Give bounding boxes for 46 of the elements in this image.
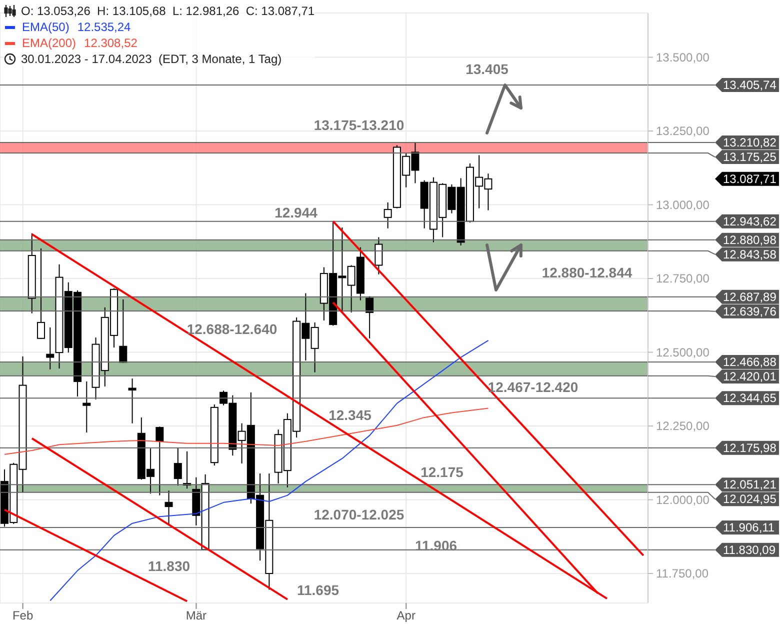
annotation: 11.830: [148, 558, 190, 574]
band-label: 12.880-12.844: [542, 264, 632, 280]
x-tick-label: Feb: [12, 608, 34, 623]
annotation: 13.405: [466, 61, 509, 78]
band-label: 12.467-12.420: [488, 378, 578, 395]
y-tick-label: 12.000,00: [656, 492, 710, 507]
annotation: 11.695: [296, 582, 340, 598]
annotation: 12.345: [328, 407, 372, 424]
ref-line-label: 12.175,98: [723, 440, 777, 455]
y-tick-label: 13.250,00: [656, 124, 710, 138]
legend-label: EMA(50): [22, 19, 70, 35]
ref-line-label: 11.906,11: [723, 520, 775, 534]
annotation: 12.535,24: [77, 19, 131, 35]
text: 13.087,71: [723, 172, 777, 186]
ref-line-label: 13.405,74: [723, 78, 777, 92]
y-tick-label: 12.750,00: [656, 272, 710, 286]
chart-title: O: 13.053,26 H: 13.105,68 L: 12.981,26 C: 13.087,71: [21, 3, 315, 19]
ref-line-label: 12.051,21: [723, 478, 777, 492]
text: 30.01.2023 - 17.04.2023 (EDT, 3 Monate, 1 Tag): [21, 51, 282, 67]
ref-line-label: 13.175,25: [723, 150, 777, 164]
ref-line-label: 13.210,82: [723, 136, 777, 150]
ref-line-label: 12.943,62: [723, 214, 777, 228]
band-label: 12.688-12.640: [186, 320, 278, 337]
annotation: 11.906: [414, 537, 458, 554]
ref-line-label: 12.420,01: [723, 370, 777, 384]
band-label: 12.070-12.025: [314, 506, 404, 523]
y-tick-label: 13.000,00: [656, 198, 710, 212]
y-tick-label: 13.500,00: [656, 50, 710, 64]
ref-line-label: 12.024,95: [723, 492, 777, 506]
x-tick-label: Mär: [186, 608, 207, 623]
band-label: 13.175-13.210: [314, 116, 404, 133]
ref-line-label: 11.830,09: [723, 542, 776, 557]
y-tick-label: 12.500,00: [656, 345, 710, 360]
legend-label: EMA(200): [22, 35, 76, 51]
annotation: 12.308,52: [84, 35, 138, 51]
annotation: 12.175: [420, 464, 464, 480]
y-tick-label: 12.250,00: [656, 419, 710, 433]
y-tick-label: 11.750,00: [656, 566, 709, 580]
ref-line-label: 12.687,89: [723, 290, 777, 304]
ref-line-label: 12.344,65: [723, 391, 777, 406]
ref-line-label: 12.466,88: [723, 355, 777, 370]
annotation: 12.944: [274, 204, 318, 220]
ref-line-label: 12.880,98: [723, 232, 777, 247]
ref-line-label: 12.843,58: [723, 247, 777, 262]
ref-line-label: 12.639,76: [723, 304, 777, 318]
x-tick-label: Apr: [396, 608, 416, 623]
